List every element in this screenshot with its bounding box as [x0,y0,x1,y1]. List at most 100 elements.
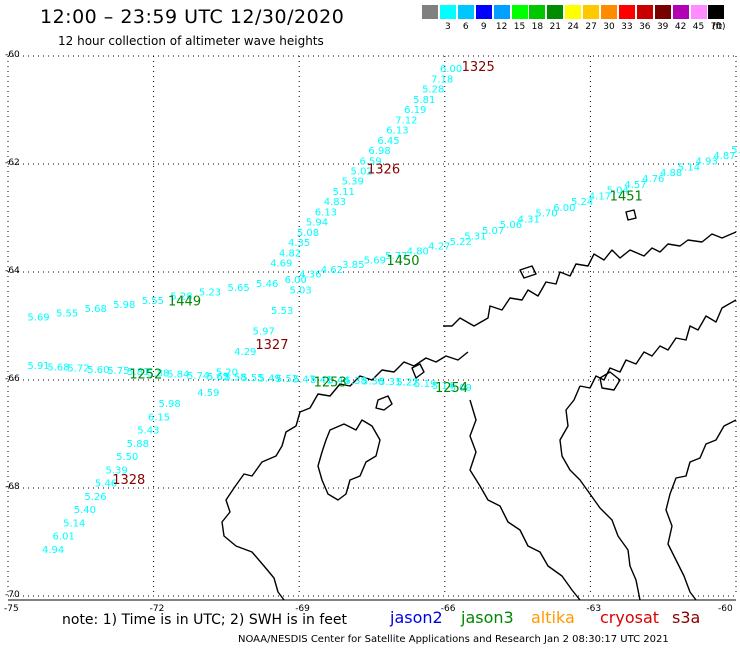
island-2 [375,395,393,411]
wave-height-value: 5.47 [293,374,315,385]
coastline [221,209,737,601]
wave-height-value: 5.31 [464,232,486,243]
latitude-label: -68 [5,482,20,492]
colorbar-swatch [583,5,600,19]
pass-time-label: 1449 [168,295,201,310]
colorbar-swatch [493,5,510,19]
wave-height-value: 6.01 [53,532,75,543]
colorbar-label: 3 [445,22,451,32]
wave-height-value: 4.94 [42,545,64,556]
wave-height-value: 5.26 [84,492,106,503]
wave-height-value: 5.68 [47,362,69,373]
wave-height-value: 5.28 [170,292,192,303]
wave-height-value: 4.88 [660,168,682,179]
colorbar-label: 39 [656,22,669,32]
wave-height-value: 6.98 [368,146,390,157]
wave-height-value: 5.52 [276,374,298,385]
wave-height-value: 5.14 [678,162,700,173]
wave-height-value: 5.69 [27,313,49,324]
colorbar-label: 70 [710,22,723,32]
page-subtitle: 12 hour collection of altimeter wave hei… [58,34,324,48]
wave-height-value: 4.29 [234,347,256,358]
wave-height-value: 3.85 [342,260,364,271]
wave-height-value: 5.41 [310,375,332,386]
pass-time-label: 1252 [129,368,162,383]
wave-height-value: 5.88 [147,368,169,379]
wave-height-value: 5.23 [199,287,221,298]
colorbar-label: 12 [495,22,508,32]
wave-height-value: 5.75 [107,366,129,377]
wave-height-value: 4.80 [407,246,429,257]
wave-height-value: 5.50 [116,452,138,463]
wave-height-value: 5.46 [95,479,117,490]
page-title: 12:00 – 23:59 UTC 12/30/2020 [40,6,345,28]
wave-height-value: 6.00 [285,275,307,286]
wave-height-value: 5.97 [253,327,275,338]
wave-height-value: 4.59 [197,388,219,399]
colorbar-swatch [690,5,707,19]
grid-lines [7,55,737,597]
western-coast [221,351,469,601]
wave-height-value: 6.13 [386,126,408,137]
credit-line: NOAA/NESDIS Center for Satellite Applica… [238,634,669,645]
wave-height-value: 5.06 [500,220,522,231]
colorbar-swatch [636,5,653,19]
wave-height-value: 5.60 [87,365,109,376]
wave-height-value: 5.65 [227,283,249,294]
colorbar-label: 30 [603,22,615,32]
wave-height-value: 5.91 [27,361,49,372]
wave-height-value: 5.98 [158,399,180,410]
wave-height-value: 5.70 [535,209,557,220]
wave-height-value: 4.57 [624,180,646,191]
island-5 [519,265,537,279]
wave-height-value: 5.03 [289,286,311,297]
wave-height-value: 5.36 [362,376,384,387]
colorbar-label: 33 [621,22,633,32]
wave-height-value: 5.14 [63,518,85,529]
wave-height-value: 4.82 [279,248,301,259]
wave-height-value: 5.53 [271,306,293,317]
wave-height-value: 4.62 [321,265,343,276]
longitude-label: -69 [295,604,310,614]
island-1 [411,363,425,379]
wave-height-value: 5.38 [345,376,367,387]
wave-height-value: 5.22 [396,377,418,388]
colorbar-label: 9 [480,22,487,32]
colorbar-label: 15 [513,22,526,32]
colorbar-swatch [475,5,492,19]
wave-height-value: 5.07 [482,226,504,237]
latitude-label: -66 [5,374,20,384]
satellite-legend-jason2: jason2 [390,608,443,627]
wave-height-value: 4.31 [518,214,540,225]
wave-height-value: 4.35 [288,238,310,249]
wave-height-value: 5.2 [731,145,740,156]
colorbar-swatch [422,5,438,19]
wave-height-value: 5.24 [571,197,593,208]
satellite-legend-altika: altika [531,608,575,627]
colorbar-swatch [565,5,582,19]
wave-height-value: 6.59 [359,156,381,167]
wave-height-value: 5.74 [187,371,209,382]
pass-time-label: 1253 [314,376,347,391]
coast-east [665,419,737,601]
ice-shelf-edge [559,385,641,601]
pass-time-label: 1325 [462,60,495,75]
wave-height-value: 5.69 [364,256,386,267]
wave-height-value: 5.55 [56,308,78,319]
colorbar-label: 36 [639,22,651,32]
longitude-label: -75 [4,604,19,614]
satellite-legend-cryosat: cryosat [600,608,660,627]
latitude-label: -60 [5,50,20,60]
wave-height-value: 4.76 [642,174,664,185]
wave-height-value: 4.17 [589,191,611,202]
wave-height-value: 6.19 [404,105,426,116]
wave-height-value: 5.11 [333,187,355,198]
island-3 [599,371,621,391]
colorbar-swatch [618,5,635,19]
latitude-label: -64 [5,266,20,276]
wave-height-value: 5.65 [207,372,229,383]
wave-height-value: 5.14 [432,381,454,392]
wave-height-value: 5.22 [450,237,472,248]
wave-height-value: 5.19 [414,379,436,390]
wave-height-value: 5.20 [216,368,238,379]
